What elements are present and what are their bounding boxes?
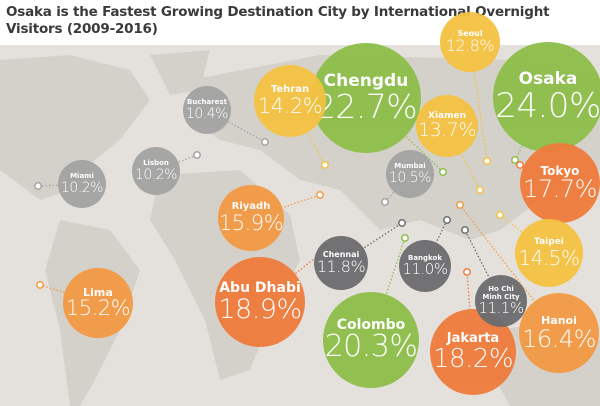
city-bubble: Seoul 12.8% — [440, 12, 500, 72]
city-bubble: Abu Dhabi 18.9% — [215, 257, 305, 347]
city-name: Tehran — [270, 84, 310, 96]
growth-value: 11.8% — [316, 257, 366, 277]
page-title: Osaka is the Fastest Growing Destination… — [6, 4, 550, 37]
growth-value: 11.0% — [402, 260, 448, 279]
connector-line — [459, 204, 560, 334]
city-location-marker — [316, 191, 324, 199]
growth-value: 10.2% — [135, 166, 177, 183]
city-name: Riyadh — [231, 201, 271, 213]
city-location-marker — [496, 211, 504, 219]
growth-value: 15.9% — [218, 210, 284, 235]
city-location-marker — [321, 161, 329, 169]
city-location-marker — [511, 156, 519, 164]
growth-value: 14.5% — [518, 245, 580, 270]
city-bubble: Bucharest 10.4% — [183, 86, 231, 134]
growth-value: 22.7% — [314, 87, 418, 127]
city-name: Colombo — [336, 316, 406, 333]
connector-line — [466, 271, 474, 353]
city-name: Taipei — [534, 237, 564, 248]
connector-line — [250, 194, 321, 219]
city-bubble: Colombo 20.3% — [323, 292, 419, 388]
city-location-marker — [476, 186, 484, 194]
city-name: Ho Chi Minh City — [482, 285, 520, 301]
city-name: Miami — [70, 172, 94, 181]
connector-line — [469, 41, 488, 162]
city-location-marker — [401, 234, 409, 242]
city-bubble: Bangkok 11.0% — [399, 240, 451, 292]
growth-value: 24.0% — [495, 85, 600, 126]
city-name: Tokyo — [540, 163, 580, 178]
growth-value: 14.2% — [257, 93, 323, 118]
growth-value: 15.2% — [65, 296, 131, 321]
city-name: Lima — [83, 285, 113, 299]
city-bubble: Lima 15.2% — [63, 268, 133, 338]
city-name: Hanoi — [541, 314, 577, 328]
growth-value: 10.2% — [61, 179, 103, 196]
growth-value: 11.1% — [478, 298, 524, 317]
growth-value: 10.5% — [389, 169, 431, 186]
connector-line — [464, 229, 502, 302]
city-name: Osaka — [518, 69, 578, 90]
city-name: Chennai — [322, 249, 360, 259]
city-bubble: Chengdu 22.7% — [311, 43, 421, 153]
city-name: Jakarta — [446, 331, 500, 347]
city-bubble: Lisbon 10.2% — [132, 147, 180, 195]
city-bubble: Taipei 14.5% — [515, 219, 583, 287]
growth-value: 12.8% — [445, 36, 495, 56]
city-name: Seoul — [457, 28, 483, 38]
city-name: Abu Dhabi — [219, 280, 301, 297]
city-location-marker — [461, 226, 469, 234]
connector-line — [289, 100, 326, 166]
growth-value: 16.4% — [522, 324, 596, 353]
city-bubble: Osaka 24.0% — [493, 42, 600, 152]
city-name: Bangkok — [408, 253, 442, 262]
growth-value: 13.7% — [418, 119, 476, 142]
city-bubble: Riyadh 15.9% — [218, 185, 284, 251]
city-name: Lisbon — [143, 159, 169, 168]
city-bubble: Tehran 14.2% — [254, 65, 326, 137]
city-location-marker — [36, 281, 44, 289]
city-location-marker — [193, 151, 201, 159]
city-name: Chengdu — [323, 70, 409, 91]
growth-value: 17.7% — [523, 175, 597, 204]
city-location-marker — [483, 157, 491, 165]
city-name: Bucharest — [187, 98, 227, 107]
city-bubble: Jakarta 18.2% — [430, 309, 516, 395]
city-bubble: Hanoi 16.4% — [519, 293, 599, 373]
city-location-marker — [381, 198, 389, 206]
city-name: Xiamen — [428, 110, 466, 121]
city-bubble: Mumbai 10.5% — [386, 150, 434, 198]
growth-value: 10.4% — [186, 105, 228, 122]
city-bubble: Miami 10.2% — [58, 160, 106, 208]
connector-line — [446, 125, 481, 191]
city-bubble: Tokyo 17.7% — [520, 143, 600, 223]
city-location-marker — [439, 168, 447, 176]
growth-value: 18.2% — [432, 343, 514, 374]
connector-line — [340, 222, 403, 264]
growth-value: 18.9% — [218, 293, 302, 325]
city-location-marker — [443, 216, 451, 224]
city-location-marker — [34, 182, 42, 190]
city-location-marker — [261, 138, 269, 146]
growth-value: 20.3% — [324, 329, 418, 365]
city-location-marker — [463, 268, 471, 276]
city-bubble: Ho Chi Minh City 11.1% — [475, 275, 527, 327]
city-bubble: Chennai 11.8% — [314, 236, 368, 290]
city-location-marker — [456, 201, 464, 209]
land-north-america — [0, 55, 150, 200]
city-bubble: Xiamen 13.7% — [416, 95, 478, 157]
city-location-marker — [398, 219, 406, 227]
city-name: Mumbai — [394, 162, 426, 171]
